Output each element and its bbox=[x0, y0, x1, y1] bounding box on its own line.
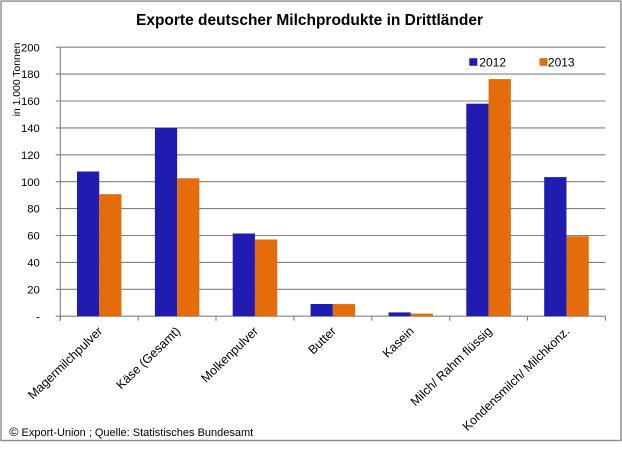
svg-text:20: 20 bbox=[27, 284, 40, 296]
svg-text:80: 80 bbox=[27, 204, 40, 216]
svg-text:120: 120 bbox=[21, 150, 40, 162]
svg-text:in 1.000 Tonnen: in 1.000 Tonnen bbox=[12, 42, 23, 116]
svg-text:© Export-Union ; Quelle: Stati: © Export-Union ; Quelle: Statistisches B… bbox=[9, 425, 253, 439]
svg-text:Exporte deutscher Milchprodukt: Exporte deutscher Milchprodukte in Dritt… bbox=[136, 12, 483, 29]
svg-text:160: 160 bbox=[21, 96, 40, 108]
svg-text:2013: 2013 bbox=[548, 55, 575, 69]
svg-text:60: 60 bbox=[27, 231, 40, 243]
svg-text:-: - bbox=[36, 311, 40, 323]
svg-text:100: 100 bbox=[21, 177, 40, 189]
svg-text:40: 40 bbox=[27, 258, 40, 270]
svg-text:200: 200 bbox=[21, 42, 40, 54]
svg-text:140: 140 bbox=[21, 123, 40, 135]
svg-text:180: 180 bbox=[21, 69, 40, 81]
svg-text:2012: 2012 bbox=[479, 55, 506, 69]
